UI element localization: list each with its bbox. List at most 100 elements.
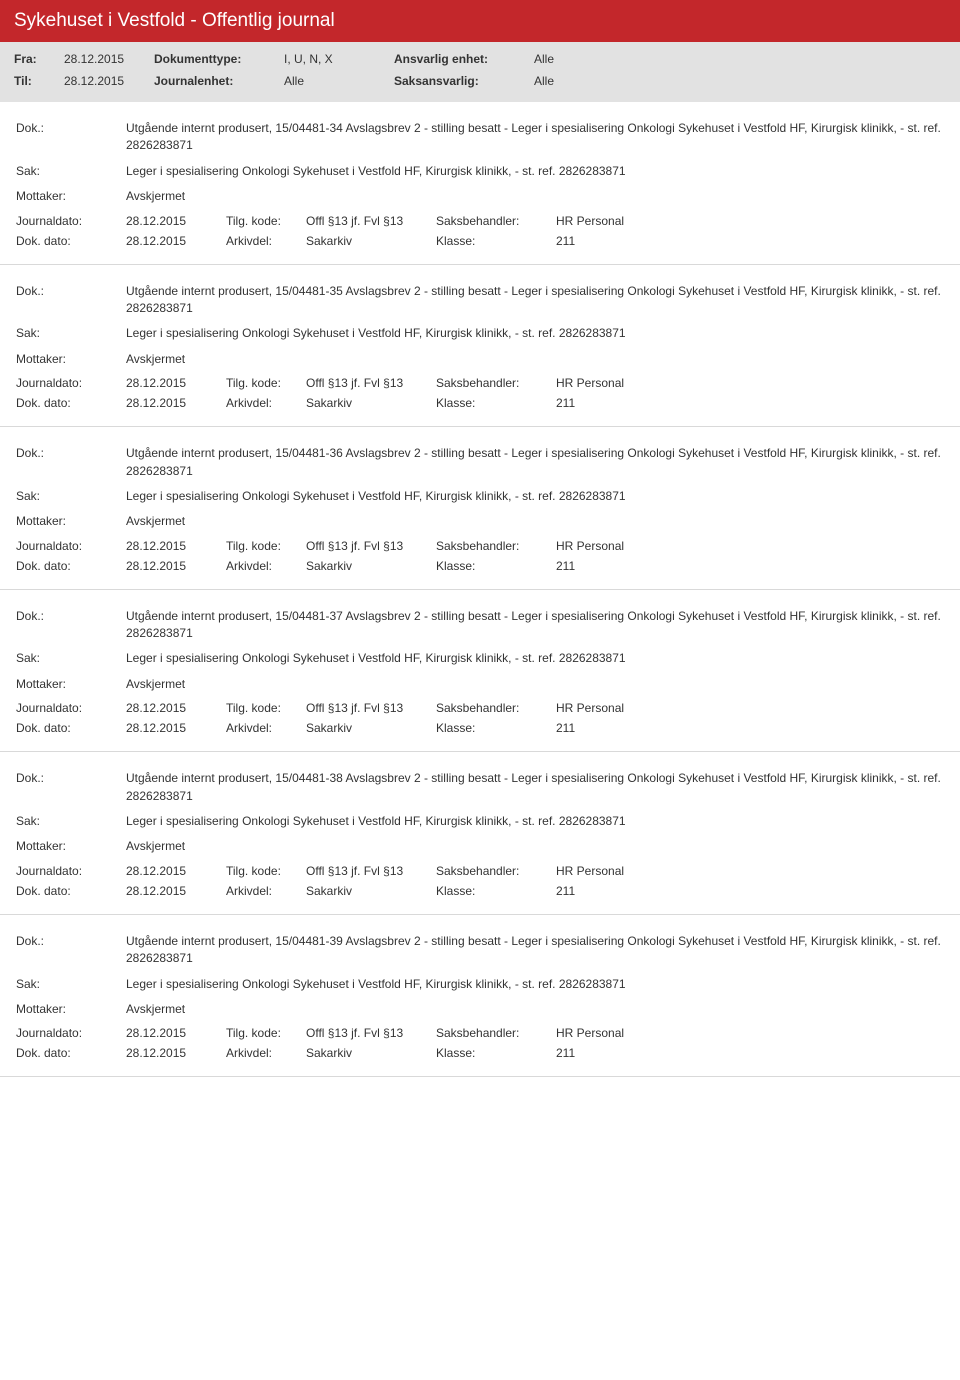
dok-value: Utgående internt produsert, 15/04481-39 … <box>126 933 944 968</box>
dokdato-value: 28.12.2015 <box>126 234 226 248</box>
arkivdel-value: Sakarkiv <box>306 884 436 898</box>
filter-til-value: 28.12.2015 <box>64 74 154 88</box>
saksbehandler-label: Saksbehandler: <box>436 1026 556 1040</box>
filter-saksansvarlig-label: Saksansvarlig: <box>394 74 534 88</box>
klasse-value: 211 <box>556 234 944 248</box>
mottaker-label: Mottaker: <box>16 838 126 855</box>
mottaker-label: Mottaker: <box>16 676 126 693</box>
journaldato-value: 28.12.2015 <box>126 539 226 553</box>
filter-journalenhet-label: Journalenhet: <box>154 74 284 88</box>
dokdato-label: Dok. dato: <box>16 234 126 248</box>
sak-label: Sak: <box>16 325 126 342</box>
tilgkode-label: Tilg. kode: <box>226 701 306 715</box>
filter-ansvarlig-value: Alle <box>534 52 604 66</box>
saksbehandler-value: HR Personal <box>556 864 944 878</box>
dokdato-value: 28.12.2015 <box>126 1046 226 1060</box>
page-title-bar: Sykehuset i Vestfold - Offentlig journal <box>0 0 960 42</box>
klasse-value: 211 <box>556 721 944 735</box>
arkivdel-value: Sakarkiv <box>306 234 436 248</box>
filter-fra-label: Fra: <box>14 52 64 66</box>
filter-journalenhet-value: Alle <box>284 74 394 88</box>
klasse-value: 211 <box>556 396 944 410</box>
filter-ansvarlig-label: Ansvarlig enhet: <box>394 52 534 66</box>
filter-til-label: Til: <box>14 74 64 88</box>
sak-label: Sak: <box>16 650 126 667</box>
sak-label: Sak: <box>16 488 126 505</box>
arkivdel-label: Arkivdel: <box>226 721 306 735</box>
saksbehandler-label: Saksbehandler: <box>436 864 556 878</box>
dok-value: Utgående internt produsert, 15/04481-35 … <box>126 283 944 318</box>
tilgkode-value: Offl §13 jf. Fvl §13 <box>306 214 436 228</box>
tilgkode-label: Tilg. kode: <box>226 864 306 878</box>
sak-value: Leger i spesialisering Onkologi Sykehuse… <box>126 976 944 993</box>
klasse-label: Klasse: <box>436 234 556 248</box>
journaldato-value: 28.12.2015 <box>126 864 226 878</box>
journaldato-value: 28.12.2015 <box>126 1026 226 1040</box>
journal-entry: Dok.: Utgående internt produsert, 15/044… <box>0 752 960 915</box>
sak-label: Sak: <box>16 976 126 993</box>
filter-saksansvarlig-value: Alle <box>534 74 604 88</box>
journaldato-value: 28.12.2015 <box>126 376 226 390</box>
dokdato-label: Dok. dato: <box>16 559 126 573</box>
sak-value: Leger i spesialisering Onkologi Sykehuse… <box>126 325 944 342</box>
klasse-label: Klasse: <box>436 1046 556 1060</box>
mottaker-value: Avskjermet <box>126 1001 944 1018</box>
arkivdel-value: Sakarkiv <box>306 1046 436 1060</box>
journaldato-label: Journaldato: <box>16 701 126 715</box>
tilgkode-label: Tilg. kode: <box>226 376 306 390</box>
dokdato-label: Dok. dato: <box>16 884 126 898</box>
dok-label: Dok.: <box>16 770 126 805</box>
mottaker-value: Avskjermet <box>126 351 944 368</box>
journal-entry: Dok.: Utgående internt produsert, 15/044… <box>0 915 960 1078</box>
sak-value: Leger i spesialisering Onkologi Sykehuse… <box>126 813 944 830</box>
journaldato-label: Journaldato: <box>16 376 126 390</box>
klasse-value: 211 <box>556 1046 944 1060</box>
sak-value: Leger i spesialisering Onkologi Sykehuse… <box>126 163 944 180</box>
filter-dokumenttype-label: Dokumenttype: <box>154 52 284 66</box>
mottaker-label: Mottaker: <box>16 188 126 205</box>
tilgkode-label: Tilg. kode: <box>226 214 306 228</box>
sak-label: Sak: <box>16 813 126 830</box>
saksbehandler-value: HR Personal <box>556 539 944 553</box>
journaldato-value: 28.12.2015 <box>126 214 226 228</box>
klasse-label: Klasse: <box>436 559 556 573</box>
arkivdel-value: Sakarkiv <box>306 559 436 573</box>
dokdato-label: Dok. dato: <box>16 1046 126 1060</box>
dokdato-value: 28.12.2015 <box>126 884 226 898</box>
saksbehandler-label: Saksbehandler: <box>436 701 556 715</box>
dokdato-value: 28.12.2015 <box>126 396 226 410</box>
mottaker-label: Mottaker: <box>16 513 126 530</box>
dok-label: Dok.: <box>16 283 126 318</box>
arkivdel-value: Sakarkiv <box>306 396 436 410</box>
klasse-label: Klasse: <box>436 721 556 735</box>
dokdato-value: 28.12.2015 <box>126 559 226 573</box>
saksbehandler-value: HR Personal <box>556 1026 944 1040</box>
mottaker-value: Avskjermet <box>126 676 944 693</box>
tilgkode-label: Tilg. kode: <box>226 1026 306 1040</box>
dokdato-label: Dok. dato: <box>16 396 126 410</box>
journaldato-label: Journaldato: <box>16 539 126 553</box>
dok-label: Dok.: <box>16 933 126 968</box>
journal-entry: Dok.: Utgående internt produsert, 15/044… <box>0 590 960 753</box>
klasse-label: Klasse: <box>436 396 556 410</box>
dok-label: Dok.: <box>16 120 126 155</box>
sak-label: Sak: <box>16 163 126 180</box>
saksbehandler-value: HR Personal <box>556 376 944 390</box>
entries-container: Dok.: Utgående internt produsert, 15/044… <box>0 102 960 1097</box>
tilgkode-value: Offl §13 jf. Fvl §13 <box>306 376 436 390</box>
arkivdel-label: Arkivdel: <box>226 884 306 898</box>
dok-label: Dok.: <box>16 608 126 643</box>
journaldato-value: 28.12.2015 <box>126 701 226 715</box>
klasse-label: Klasse: <box>436 884 556 898</box>
journaldato-label: Journaldato: <box>16 1026 126 1040</box>
arkivdel-label: Arkivdel: <box>226 559 306 573</box>
tilgkode-value: Offl §13 jf. Fvl §13 <box>306 1026 436 1040</box>
sak-value: Leger i spesialisering Onkologi Sykehuse… <box>126 488 944 505</box>
tilgkode-value: Offl §13 jf. Fvl §13 <box>306 864 436 878</box>
dok-value: Utgående internt produsert, 15/04481-37 … <box>126 608 944 643</box>
sak-value: Leger i spesialisering Onkologi Sykehuse… <box>126 650 944 667</box>
dok-value: Utgående internt produsert, 15/04481-36 … <box>126 445 944 480</box>
tilgkode-value: Offl §13 jf. Fvl §13 <box>306 701 436 715</box>
journaldato-label: Journaldato: <box>16 214 126 228</box>
page-title: Sykehuset i Vestfold - Offentlig journal <box>14 10 335 31</box>
